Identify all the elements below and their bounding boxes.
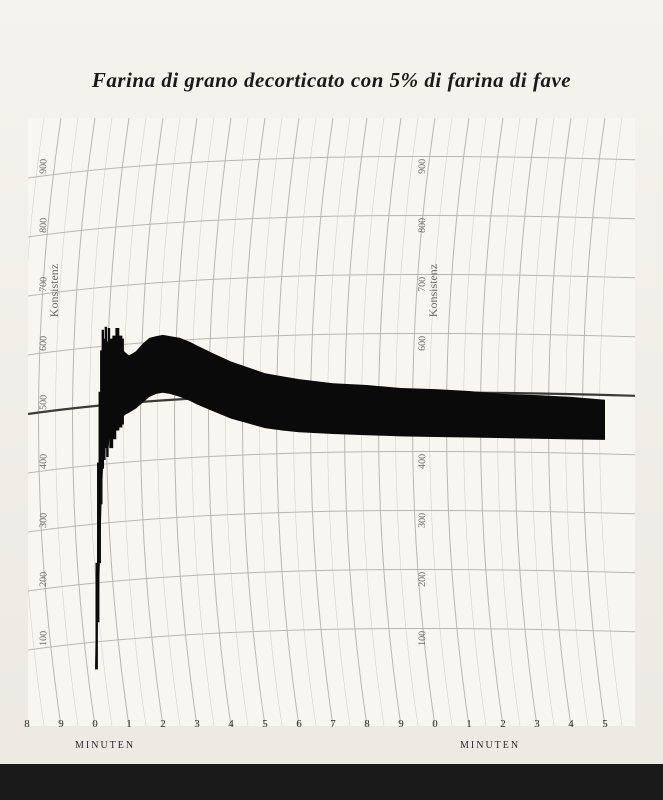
x-tick: 0 bbox=[432, 718, 438, 730]
x-tick: 9 bbox=[58, 718, 64, 730]
svg-text:800: 800 bbox=[38, 218, 50, 233]
x-tick: 2 bbox=[160, 718, 166, 730]
svg-text:400: 400 bbox=[417, 454, 429, 469]
svg-text:300: 300 bbox=[417, 513, 429, 528]
x-tick: 8 bbox=[364, 718, 370, 730]
bottom-black-band bbox=[0, 764, 663, 800]
svg-text:400: 400 bbox=[38, 454, 50, 469]
svg-text:900: 900 bbox=[417, 159, 429, 174]
x-tick: 4 bbox=[568, 718, 574, 730]
page-root: Farina di grano decorticato con 5% di fa… bbox=[0, 0, 663, 800]
x-tick: 3 bbox=[194, 718, 200, 730]
svg-text:600: 600 bbox=[417, 336, 429, 351]
x-tick: 8 bbox=[24, 718, 30, 730]
x-tick: 6 bbox=[296, 718, 302, 730]
x-tick: 7 bbox=[330, 718, 336, 730]
svg-text:200: 200 bbox=[38, 572, 50, 587]
svg-text:Konsistenz: Konsistenz bbox=[426, 264, 440, 317]
svg-text:100: 100 bbox=[417, 631, 429, 646]
svg-text:Konsistenz: Konsistenz bbox=[47, 264, 61, 317]
x-tick: 5 bbox=[262, 718, 268, 730]
x-tick: 2 bbox=[500, 718, 506, 730]
x-tick: 1 bbox=[126, 718, 132, 730]
chart-title: Farina di grano decorticato con 5% di fa… bbox=[0, 68, 663, 93]
svg-text:800: 800 bbox=[417, 218, 429, 233]
chart-frame: 100200300400500600700800900Konsistenz100… bbox=[28, 118, 635, 726]
svg-text:200: 200 bbox=[417, 572, 429, 587]
x-tick: 5 bbox=[602, 718, 608, 730]
svg-text:300: 300 bbox=[38, 513, 50, 528]
x-axis-label-left: MINUTEN bbox=[75, 740, 135, 751]
x-tick: 1 bbox=[466, 718, 472, 730]
svg-text:500: 500 bbox=[38, 395, 50, 410]
farinograph-chart: 100200300400500600700800900Konsistenz100… bbox=[28, 118, 635, 726]
svg-text:100: 100 bbox=[38, 631, 50, 646]
x-tick: 0 bbox=[92, 718, 98, 730]
svg-text:600: 600 bbox=[38, 336, 50, 351]
x-tick: 9 bbox=[398, 718, 404, 730]
x-tick: 3 bbox=[534, 718, 540, 730]
x-axis-label-right: MINUTEN bbox=[460, 740, 520, 751]
svg-text:900: 900 bbox=[38, 159, 50, 174]
x-tick: 4 bbox=[228, 718, 234, 730]
